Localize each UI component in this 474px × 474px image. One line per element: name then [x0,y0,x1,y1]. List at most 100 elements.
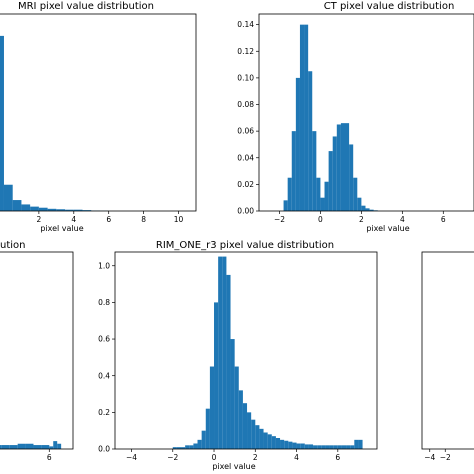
rim-one-bar [226,274,231,449]
mri-bar [0,35,4,211]
rim-one-y-tick-label: 0.8 [98,298,110,307]
rim-one-y-ticks: 0.0 0.2 0.4 0.6 0.8 1.0 [98,261,115,454]
rim-one-x-ticks: −4 −2 0 2 4 6 [126,449,340,462]
ct-bar [340,123,345,211]
rim-one-bar [176,447,182,449]
ct-bar [287,177,292,211]
left-cropped-x-tick-label: 6 [47,453,52,462]
rim-one-bar [337,445,342,449]
mri-chart-panel: MRI pixel value distribution 2 4 6 8 10 pixe… [0,1,197,233]
ct-y-tick-label: 0.14 [237,20,254,29]
ct-axes-frame [258,13,474,212]
rim-one-bar [317,445,322,449]
mri-chart-title: MRI pixel value distribution [18,1,154,12]
rim-one-bar [346,445,351,449]
mri-x-tick-label: 4 [71,215,76,224]
left-cropped-chart-title: ution [0,240,26,251]
rim-one-bar [333,445,338,449]
mri-x-tick-label: 2 [36,215,41,224]
left-cropped-bar [53,441,58,449]
ct-bar [291,131,296,211]
mri-x-axis-label: pixel value [40,224,83,233]
ct-bars [283,24,378,212]
rim-one-bar [288,441,293,449]
ct-bar [316,177,321,211]
ct-bar [361,205,366,211]
ct-y-tick-label: 0.02 [237,180,254,189]
ct-chart-title: CT pixel value distribution [324,1,455,12]
ct-bar [369,209,374,211]
ct-bar [328,151,333,211]
rim-one-axes-frame [114,251,378,450]
rim-one-bar [201,430,206,449]
rim-one-bar [181,447,186,449]
ct-y-tick-label: 0.06 [237,127,254,136]
mri-x-tick-label: 10 [174,215,184,224]
rim-one-bars [172,256,363,449]
left-cropped-bar [0,445,2,449]
rim-one-bar [242,403,248,449]
rim-one-bar [308,444,314,449]
rim-one-x-tick-label: −2 [167,453,178,462]
mri-bar [65,209,74,211]
rim-one-bar [263,432,268,449]
rim-one-bar [271,436,276,449]
right-cropped-axes-frame [421,251,474,450]
ct-bar [345,123,350,211]
ct-x-tick-label: 6 [441,215,446,224]
rim-one-bar [284,440,289,449]
right-cropped-chart-panel: −4 −2 [421,251,474,462]
rim-one-chart-panel: RIM_ONE_r3 pixel value distribution −4 −2… [98,240,378,471]
ct-bar [299,24,305,212]
rim-one-bar [197,439,202,449]
ct-bar [320,197,325,211]
rim-one-bar [358,439,363,449]
rim-one-bar [292,442,297,449]
rim-one-x-tick-label: −4 [126,453,137,462]
right-cropped-x-tick-label: −4 [424,453,435,462]
rim-one-y-tick-label: 0.6 [98,335,110,344]
left-cropped-bar [49,446,54,449]
mri-bar [73,209,83,211]
mri-bars [0,35,109,211]
ct-bar [357,197,362,211]
mri-x-ticks: 2 4 6 8 10 [36,211,184,224]
rim-one-x-tick-label: 0 [212,453,217,462]
left-cropped-bars [0,441,62,449]
ct-bar [365,208,370,211]
mri-bar [82,210,92,211]
left-cropped-bar [17,443,26,449]
mri-x-tick-label: 6 [106,215,111,224]
rim-one-y-tick-label: 1.0 [98,261,110,270]
rim-one-bar [172,447,177,449]
rim-one-bar [275,438,281,449]
left-cropped-bar [33,445,42,449]
ct-bar [304,24,309,212]
ct-bar [349,144,354,211]
right-cropped-x-tick-label: −2 [440,453,451,462]
mri-x-tick-label: 8 [141,215,146,224]
left-cropped-bar [1,445,10,449]
rim-one-bar [222,256,227,449]
ct-bar [312,131,317,211]
rim-one-bar [300,443,305,449]
rim-one-bar [350,445,355,449]
rim-one-bar [325,445,330,449]
mri-axes-frame [0,13,197,212]
left-cropped-bar [25,443,34,449]
rim-one-bar [218,256,223,449]
left-cropped-bar [57,443,62,449]
rim-one-bar [296,443,301,449]
ct-bar [283,200,288,211]
ct-bar [336,124,341,211]
ct-bar [332,136,337,211]
rim-one-bar [193,443,198,449]
rim-one-bar [255,425,260,449]
ct-y-tick-label: 0.10 [237,73,254,82]
rim-one-bar [354,439,359,449]
mri-bar [3,184,13,211]
mri-bar [38,207,48,211]
left-cropped-x-ticks: 6 [47,449,52,462]
ct-y-ticks: 0.00 0.02 0.04 0.06 0.08 0.10 0.12 0.14 [237,20,259,216]
rim-one-bar [259,428,264,449]
